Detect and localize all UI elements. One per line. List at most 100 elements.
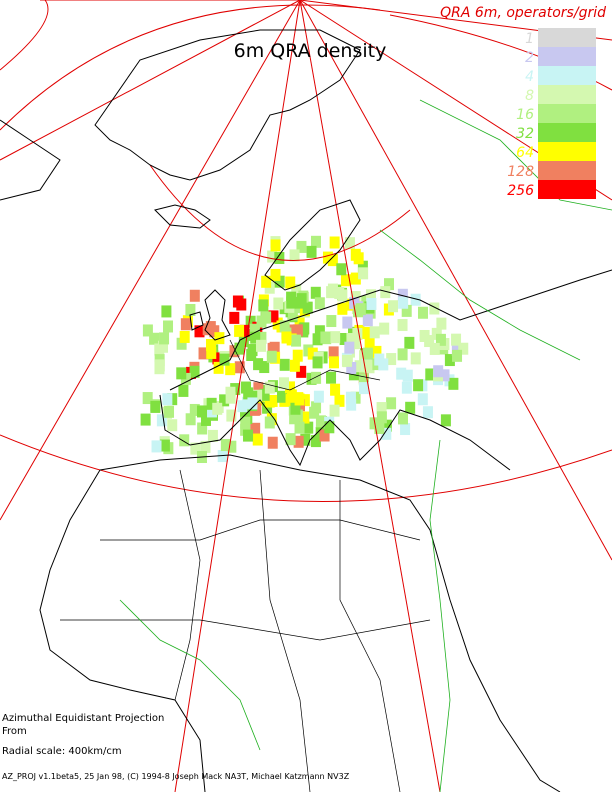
density-cell [397,288,408,301]
density-cell [330,331,341,344]
density-cell [358,373,369,386]
density-cell [339,332,350,345]
density-cell [397,348,408,361]
density-cell [433,365,444,378]
density-cell [336,263,347,276]
density-cell [239,324,250,337]
density-cell [354,360,365,373]
density-cell [381,419,392,432]
density-cell [329,236,340,249]
legend-swatch [538,142,596,161]
projection: Azimuthal Equidistant Projection [2,713,164,724]
legend-label: 2 [525,50,534,66]
density-cell [198,347,209,360]
density-cell [159,439,170,452]
density-cell [299,411,310,424]
density-cell [140,413,151,426]
density-cell [417,306,428,319]
density-cell [326,315,337,328]
density-cell [225,363,236,376]
density-cell [219,394,230,407]
density-cell [319,429,330,442]
density-cell [142,324,153,337]
density-cell [279,377,290,390]
river [419,99,612,211]
density-cell [219,353,230,366]
density-cell [444,354,455,367]
density-cell [163,320,174,333]
density-cell [151,440,162,453]
density-cell [397,412,408,425]
density-cell [245,315,256,328]
density-cell [159,332,170,345]
density-cell [458,342,469,355]
density-cell [190,442,201,455]
density-cell [380,286,391,299]
density-cell [178,384,189,397]
density-cell [176,337,187,350]
density-cell [264,395,275,408]
density-cell [315,415,326,428]
density-cell [150,400,161,413]
density-cell [404,336,415,349]
density-cell [262,401,273,414]
meridian [0,0,301,161]
legend-label: 16 [516,107,534,123]
ireland [189,311,204,331]
density-cell [167,419,178,432]
legend-label: 1 [525,31,534,47]
density-cell [303,421,314,434]
border [259,469,311,792]
density-cell [279,358,290,371]
density-cell [292,409,303,422]
density-cell [355,303,366,316]
density-cell [267,436,278,449]
density-cell [386,353,397,366]
iceland [154,204,211,229]
africa-west [39,469,206,792]
density-cell [314,325,325,338]
density-cell [452,349,463,362]
density-cell [307,347,318,360]
density-cell [383,278,394,291]
density-cell [289,249,300,262]
parallel [149,164,411,262]
density-cell [205,321,216,334]
credits: AZ_PROJ v1.1beta5, 25 Jan 98, (C) 1994-8… [2,772,350,781]
density-cell [311,371,322,384]
density-cell [314,297,325,310]
density-cell [226,409,237,422]
legend-label: 32 [516,126,534,142]
legend-swatch [538,180,596,199]
density-cell [296,293,307,306]
density-cell [250,422,261,435]
legend-label: 4 [525,69,534,85]
density-cell [158,340,169,353]
density-cell [268,310,279,323]
density-cell [250,331,261,344]
density-cell [206,405,217,418]
density-cell [397,319,408,332]
density-cell [226,440,237,453]
density-cell [386,397,397,410]
density-cell [381,427,392,440]
density-cell [440,414,451,427]
density-cell [296,240,307,253]
density-cell [236,298,247,311]
legend-label: 128 [507,164,534,180]
density-cell [352,327,363,340]
density-cell [253,382,264,395]
density-cell [425,368,436,381]
density-cell [240,416,251,429]
density-cell [324,421,335,434]
density-cell [207,429,218,442]
density-cell [398,296,409,309]
density-cell [320,331,331,344]
density-cell [197,422,208,435]
border [339,480,401,792]
density-cell [362,314,373,327]
river [119,599,261,751]
density-cell [258,299,269,312]
density-cell [189,289,200,302]
density-cell [290,402,301,415]
